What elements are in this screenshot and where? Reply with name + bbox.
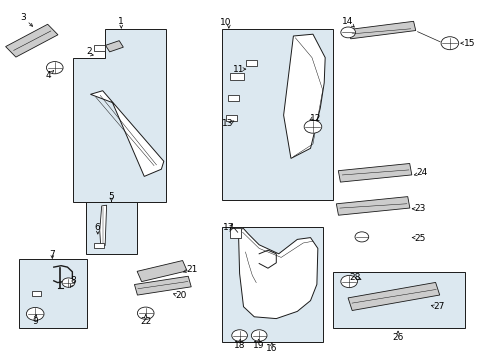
Text: 18: 18	[233, 341, 245, 350]
Circle shape	[304, 120, 321, 133]
Circle shape	[340, 27, 355, 38]
Polygon shape	[134, 276, 191, 295]
Text: 8: 8	[70, 276, 76, 285]
Circle shape	[231, 330, 247, 341]
Text: 26: 26	[391, 333, 403, 342]
Polygon shape	[90, 91, 163, 176]
Text: 27: 27	[432, 302, 444, 311]
Circle shape	[137, 307, 154, 319]
Text: 7: 7	[49, 251, 55, 259]
Polygon shape	[100, 205, 106, 247]
Polygon shape	[283, 34, 325, 158]
Polygon shape	[348, 21, 415, 39]
Text: 5: 5	[108, 192, 114, 201]
Text: 10: 10	[220, 18, 231, 27]
Circle shape	[340, 275, 357, 288]
Polygon shape	[5, 24, 58, 57]
Bar	[229, 228, 240, 238]
Text: 1: 1	[118, 17, 124, 26]
Circle shape	[251, 330, 266, 341]
Text: 11: 11	[232, 65, 244, 74]
Text: 6: 6	[94, 223, 100, 232]
Polygon shape	[336, 197, 409, 215]
Polygon shape	[73, 29, 166, 202]
Text: 21: 21	[185, 265, 197, 274]
Bar	[222, 227, 322, 342]
Polygon shape	[238, 228, 317, 319]
Circle shape	[440, 37, 458, 50]
Text: 12: 12	[309, 114, 321, 123]
Bar	[94, 243, 104, 248]
Text: 14: 14	[341, 17, 352, 26]
Bar	[229, 73, 244, 80]
Text: 28: 28	[348, 273, 360, 282]
Text: 23: 23	[413, 204, 425, 213]
Circle shape	[354, 232, 368, 242]
Text: 3: 3	[20, 13, 26, 22]
Text: 17: 17	[223, 223, 234, 232]
Bar	[94, 45, 105, 51]
Text: 9: 9	[32, 317, 38, 325]
Bar	[225, 115, 236, 121]
Bar	[19, 259, 87, 328]
Text: 4: 4	[45, 71, 51, 80]
Bar	[32, 291, 41, 296]
Text: 20: 20	[175, 291, 186, 300]
Bar	[227, 95, 238, 101]
Text: 2: 2	[86, 48, 92, 57]
Text: 13: 13	[222, 118, 233, 127]
Circle shape	[26, 307, 44, 320]
Bar	[332, 272, 464, 328]
Text: 15: 15	[463, 39, 474, 48]
Text: 16: 16	[265, 344, 277, 353]
Polygon shape	[338, 163, 411, 182]
Polygon shape	[105, 41, 123, 52]
Text: 19: 19	[253, 341, 264, 350]
Text: 22: 22	[140, 317, 151, 325]
Bar	[85, 202, 137, 254]
Text: 25: 25	[413, 234, 425, 243]
Polygon shape	[137, 261, 187, 282]
Bar	[222, 29, 332, 200]
Bar	[246, 60, 257, 66]
Text: 24: 24	[415, 168, 427, 177]
Polygon shape	[347, 282, 439, 311]
Circle shape	[46, 62, 63, 74]
Circle shape	[62, 278, 75, 287]
